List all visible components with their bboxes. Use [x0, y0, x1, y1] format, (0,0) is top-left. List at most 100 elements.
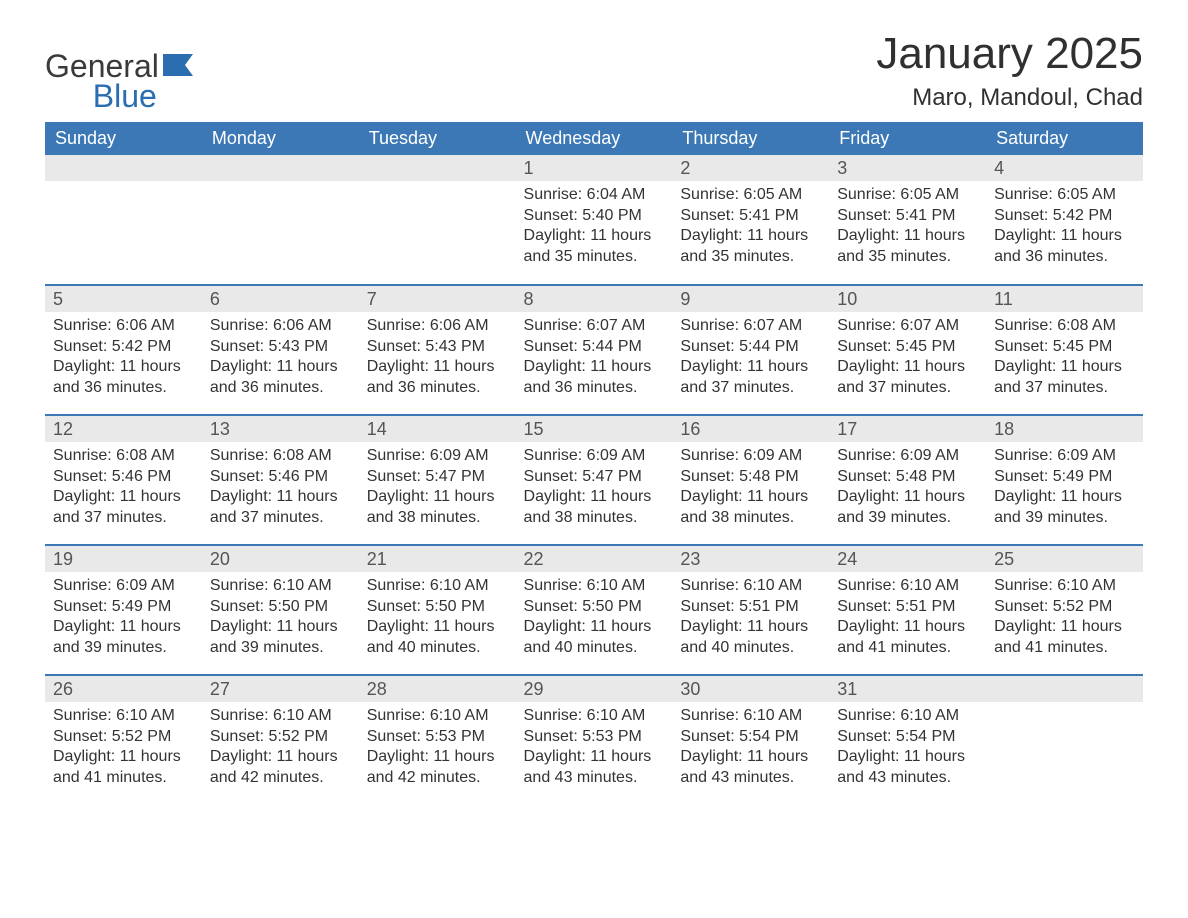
day-body: Sunrise: 6:09 AMSunset: 5:47 PMDaylight:…: [359, 442, 516, 536]
day-number: 29: [516, 676, 673, 702]
calendar-cell: 6Sunrise: 6:06 AMSunset: 5:43 PMDaylight…: [202, 285, 359, 415]
calendar-cell: 9Sunrise: 6:07 AMSunset: 5:44 PMDaylight…: [672, 285, 829, 415]
weekday-header: Wednesday: [516, 122, 673, 155]
sunset-line: Sunset: 5:53 PM: [524, 727, 665, 747]
sunrise-line: Sunrise: 6:09 AM: [524, 446, 665, 466]
day-body: Sunrise: 6:10 AMSunset: 5:52 PMDaylight:…: [202, 702, 359, 796]
sunrise-line: Sunrise: 6:09 AM: [53, 576, 194, 596]
day-number: [45, 155, 202, 181]
calendar-cell: [45, 155, 202, 285]
daylight-line: Daylight: 11 hours and 39 minutes.: [53, 617, 194, 658]
sunrise-line: Sunrise: 6:09 AM: [994, 446, 1135, 466]
daylight-line: Daylight: 11 hours and 42 minutes.: [367, 747, 508, 788]
sunrise-line: Sunrise: 6:10 AM: [837, 576, 978, 596]
sunrise-line: Sunrise: 6:07 AM: [680, 316, 821, 336]
calendar-cell: 20Sunrise: 6:10 AMSunset: 5:50 PMDayligh…: [202, 545, 359, 675]
sunset-line: Sunset: 5:46 PM: [53, 467, 194, 487]
daylight-line: Daylight: 11 hours and 38 minutes.: [367, 487, 508, 528]
daylight-line: Daylight: 11 hours and 40 minutes.: [367, 617, 508, 658]
daylight-line: Daylight: 11 hours and 35 minutes.: [680, 226, 821, 267]
calendar-cell: 30Sunrise: 6:10 AMSunset: 5:54 PMDayligh…: [672, 675, 829, 805]
sunrise-line: Sunrise: 6:08 AM: [53, 446, 194, 466]
calendar-cell: 15Sunrise: 6:09 AMSunset: 5:47 PMDayligh…: [516, 415, 673, 545]
weekday-header: Sunday: [45, 122, 202, 155]
day-number: 3: [829, 155, 986, 181]
sunset-line: Sunset: 5:44 PM: [680, 337, 821, 357]
day-body: Sunrise: 6:10 AMSunset: 5:50 PMDaylight:…: [516, 572, 673, 666]
calendar-cell: 17Sunrise: 6:09 AMSunset: 5:48 PMDayligh…: [829, 415, 986, 545]
day-number: 25: [986, 546, 1143, 572]
day-body: Sunrise: 6:06 AMSunset: 5:42 PMDaylight:…: [45, 312, 202, 406]
calendar-cell: 31Sunrise: 6:10 AMSunset: 5:54 PMDayligh…: [829, 675, 986, 805]
day-body: Sunrise: 6:10 AMSunset: 5:51 PMDaylight:…: [672, 572, 829, 666]
sunset-line: Sunset: 5:52 PM: [210, 727, 351, 747]
day-body: Sunrise: 6:09 AMSunset: 5:49 PMDaylight:…: [45, 572, 202, 666]
day-number: 22: [516, 546, 673, 572]
calendar-cell: 11Sunrise: 6:08 AMSunset: 5:45 PMDayligh…: [986, 285, 1143, 415]
daylight-line: Daylight: 11 hours and 35 minutes.: [837, 226, 978, 267]
daylight-line: Daylight: 11 hours and 37 minutes.: [53, 487, 194, 528]
day-number: 10: [829, 286, 986, 312]
sunset-line: Sunset: 5:52 PM: [994, 597, 1135, 617]
sunset-line: Sunset: 5:41 PM: [837, 206, 978, 226]
calendar-cell: 18Sunrise: 6:09 AMSunset: 5:49 PMDayligh…: [986, 415, 1143, 545]
daylight-line: Daylight: 11 hours and 39 minutes.: [994, 487, 1135, 528]
calendar-cell: 16Sunrise: 6:09 AMSunset: 5:48 PMDayligh…: [672, 415, 829, 545]
calendar-week: 1Sunrise: 6:04 AMSunset: 5:40 PMDaylight…: [45, 155, 1143, 285]
sunrise-line: Sunrise: 6:05 AM: [837, 185, 978, 205]
sunrise-line: Sunrise: 6:10 AM: [210, 576, 351, 596]
sunset-line: Sunset: 5:41 PM: [680, 206, 821, 226]
day-body: Sunrise: 6:08 AMSunset: 5:45 PMDaylight:…: [986, 312, 1143, 406]
daylight-line: Daylight: 11 hours and 39 minutes.: [210, 617, 351, 658]
sunrise-line: Sunrise: 6:10 AM: [994, 576, 1135, 596]
calendar-cell: 14Sunrise: 6:09 AMSunset: 5:47 PMDayligh…: [359, 415, 516, 545]
sunrise-line: Sunrise: 6:09 AM: [680, 446, 821, 466]
day-number: 6: [202, 286, 359, 312]
sunset-line: Sunset: 5:46 PM: [210, 467, 351, 487]
daylight-line: Daylight: 11 hours and 41 minutes.: [837, 617, 978, 658]
daylight-line: Daylight: 11 hours and 37 minutes.: [680, 357, 821, 398]
calendar-cell: 28Sunrise: 6:10 AMSunset: 5:53 PMDayligh…: [359, 675, 516, 805]
calendar-cell: 2Sunrise: 6:05 AMSunset: 5:41 PMDaylight…: [672, 155, 829, 285]
sunset-line: Sunset: 5:42 PM: [994, 206, 1135, 226]
sunrise-line: Sunrise: 6:07 AM: [837, 316, 978, 336]
sunset-line: Sunset: 5:43 PM: [210, 337, 351, 357]
day-body: Sunrise: 6:07 AMSunset: 5:44 PMDaylight:…: [516, 312, 673, 406]
daylight-line: Daylight: 11 hours and 38 minutes.: [524, 487, 665, 528]
sunset-line: Sunset: 5:54 PM: [680, 727, 821, 747]
calendar-cell: 24Sunrise: 6:10 AMSunset: 5:51 PMDayligh…: [829, 545, 986, 675]
day-number: [359, 155, 516, 181]
calendar-cell: 13Sunrise: 6:08 AMSunset: 5:46 PMDayligh…: [202, 415, 359, 545]
weekday-header: Friday: [829, 122, 986, 155]
sunset-line: Sunset: 5:44 PM: [524, 337, 665, 357]
month-title: January 2025: [876, 30, 1143, 78]
day-body: Sunrise: 6:09 AMSunset: 5:48 PMDaylight:…: [829, 442, 986, 536]
sunrise-line: Sunrise: 6:10 AM: [53, 706, 194, 726]
day-number: 2: [672, 155, 829, 181]
day-number: 1: [516, 155, 673, 181]
sunrise-line: Sunrise: 6:10 AM: [210, 706, 351, 726]
daylight-line: Daylight: 11 hours and 36 minutes.: [367, 357, 508, 398]
day-number: 18: [986, 416, 1143, 442]
calendar-cell: 21Sunrise: 6:10 AMSunset: 5:50 PMDayligh…: [359, 545, 516, 675]
sunset-line: Sunset: 5:52 PM: [53, 727, 194, 747]
day-body: [359, 181, 516, 193]
sunset-line: Sunset: 5:50 PM: [210, 597, 351, 617]
calendar-cell: 29Sunrise: 6:10 AMSunset: 5:53 PMDayligh…: [516, 675, 673, 805]
sunrise-line: Sunrise: 6:05 AM: [994, 185, 1135, 205]
sunrise-line: Sunrise: 6:10 AM: [680, 706, 821, 726]
day-body: [202, 181, 359, 193]
sunset-line: Sunset: 5:51 PM: [680, 597, 821, 617]
day-body: Sunrise: 6:09 AMSunset: 5:48 PMDaylight:…: [672, 442, 829, 536]
day-body: Sunrise: 6:08 AMSunset: 5:46 PMDaylight:…: [202, 442, 359, 536]
daylight-line: Daylight: 11 hours and 41 minutes.: [53, 747, 194, 788]
day-number: 14: [359, 416, 516, 442]
day-body: Sunrise: 6:10 AMSunset: 5:54 PMDaylight:…: [829, 702, 986, 796]
day-number: 23: [672, 546, 829, 572]
sunrise-line: Sunrise: 6:06 AM: [210, 316, 351, 336]
sunset-line: Sunset: 5:53 PM: [367, 727, 508, 747]
day-number: 12: [45, 416, 202, 442]
calendar-cell: 23Sunrise: 6:10 AMSunset: 5:51 PMDayligh…: [672, 545, 829, 675]
sunset-line: Sunset: 5:51 PM: [837, 597, 978, 617]
daylight-line: Daylight: 11 hours and 41 minutes.: [994, 617, 1135, 658]
